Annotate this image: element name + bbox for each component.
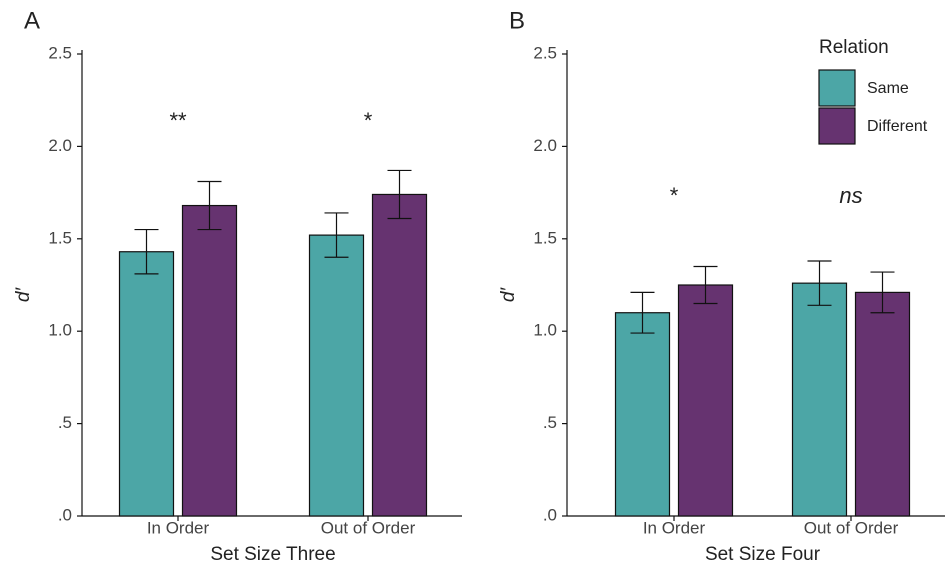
y-tick-label: .5 — [543, 413, 557, 432]
bar — [854, 291, 911, 517]
x-tick-label: Out of Order — [804, 518, 899, 537]
x-axis-label: Set Size Three — [210, 544, 335, 565]
y-tick-label: 2.0 — [533, 136, 557, 155]
significance-label: * — [364, 108, 373, 133]
y-tick-label: 1.0 — [48, 321, 72, 340]
y-tick-label: 1.0 — [533, 321, 557, 340]
significance-label: ** — [169, 108, 187, 133]
significance-label: ns — [839, 183, 862, 208]
bar — [118, 251, 175, 517]
y-tick-label: 2.0 — [48, 136, 72, 155]
y-axis-label: d′ — [498, 287, 519, 303]
legend-title: Relation — [819, 37, 889, 58]
x-tick-label: In Order — [643, 518, 706, 537]
y-tick-label: 2.5 — [48, 43, 72, 62]
legend-swatch — [818, 107, 856, 145]
bar — [791, 282, 848, 517]
y-tick-label: 2.5 — [533, 43, 557, 62]
y-axis-label: d′ — [13, 287, 34, 303]
panel-label: A — [24, 7, 40, 34]
bar — [181, 204, 238, 517]
y-tick-label: 1.5 — [48, 228, 72, 247]
legend-label: Different — [867, 118, 928, 135]
y-tick-label: .0 — [543, 505, 557, 524]
panel-label: B — [509, 7, 525, 34]
y-tick-label: .0 — [58, 505, 72, 524]
bar — [371, 193, 428, 517]
legend-swatch — [818, 69, 856, 107]
bar — [308, 234, 365, 517]
x-tick-label: Out of Order — [321, 518, 416, 537]
bar — [677, 284, 734, 517]
legend-label: Same — [867, 80, 909, 97]
x-tick-label: In Order — [147, 518, 210, 537]
y-tick-label: 1.5 — [533, 228, 557, 247]
significance-label: * — [670, 183, 679, 208]
bar — [614, 312, 671, 517]
y-tick-label: .5 — [58, 413, 72, 432]
x-axis-label: Set Size Four — [705, 544, 821, 565]
